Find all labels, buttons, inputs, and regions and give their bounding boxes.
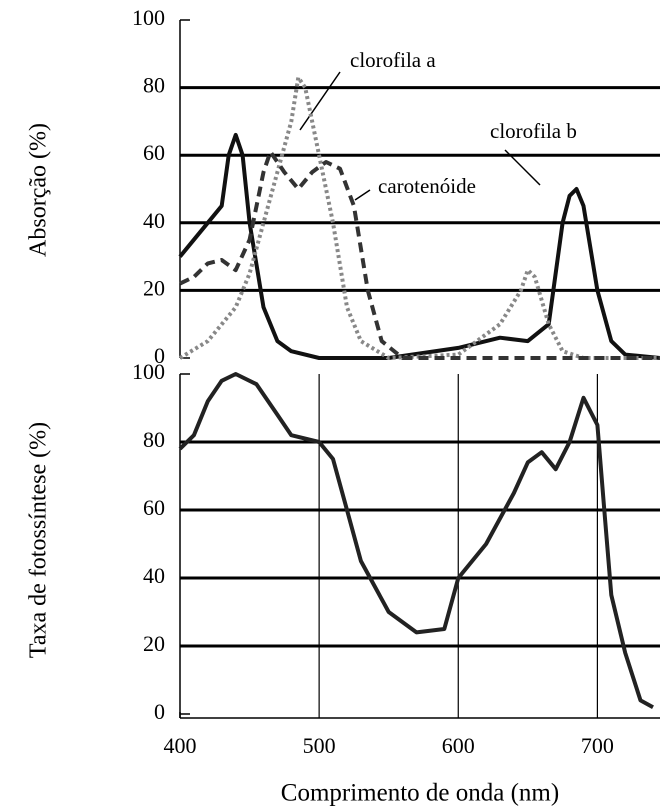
- y-tick-label: 100: [132, 359, 165, 384]
- y-tick-label: 20: [143, 631, 165, 656]
- data-line: [178, 75, 660, 360]
- x-tick-label: 500: [303, 733, 336, 758]
- leader-line: [354, 189, 371, 201]
- y-tick-label: 20: [143, 275, 165, 300]
- data-line: [179, 149, 660, 360]
- y-tick-label: 0: [154, 343, 165, 368]
- leader-line: [299, 71, 341, 131]
- x-tick-label: 700: [581, 733, 614, 758]
- series-label: clorofila b: [490, 119, 577, 143]
- y-axis-title: Taxa de fotossíntese (%): [26, 422, 52, 658]
- y-tick-label: 40: [143, 563, 165, 588]
- y-tick-label: 40: [143, 208, 165, 233]
- x-axis-title: Comprimento de onda (nm): [281, 780, 559, 807]
- data-line: [178, 132, 660, 360]
- y-tick-label: 80: [143, 73, 165, 98]
- y-tick-label: 100: [132, 5, 165, 30]
- y-tick-label: 60: [143, 140, 165, 165]
- x-tick-label: 600: [442, 733, 475, 758]
- y-tick-label: 0: [154, 699, 165, 724]
- y-axis-title: Absorção (%): [26, 123, 52, 257]
- y-tick-label: 80: [143, 427, 165, 452]
- x-tick-label: 400: [164, 733, 197, 758]
- series-label: clorofila a: [350, 48, 436, 72]
- data-line: [178, 372, 654, 709]
- series-label: carotenóide: [378, 174, 476, 198]
- y-tick-label: 60: [143, 495, 165, 520]
